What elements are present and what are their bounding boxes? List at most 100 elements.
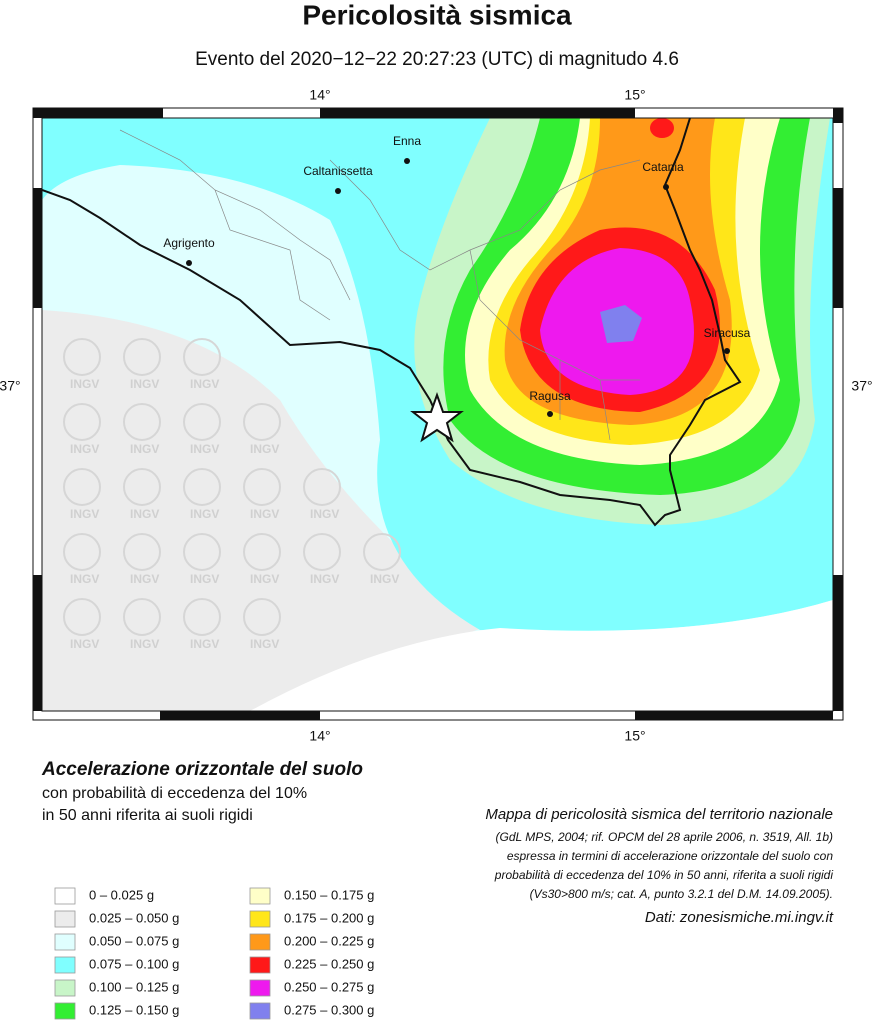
- watermark: INGV: [190, 637, 219, 651]
- watermark: INGV: [370, 572, 399, 586]
- coastline: [42, 118, 742, 527]
- watermark: INGV: [70, 507, 99, 521]
- legend-label: 0.200 – 0.225 g: [284, 933, 374, 948]
- title: Pericolosità sismica: [302, 0, 572, 30]
- watermark: INGV: [130, 442, 159, 456]
- legend-label: 0.025 – 0.050 g: [89, 910, 179, 925]
- watermark-logo: [63, 403, 101, 441]
- legend-swatch: [249, 979, 271, 997]
- city-dot: [547, 411, 553, 417]
- notes-line: espressa in termini di accelerazione ori…: [507, 849, 834, 863]
- legend-subtitle: in 50 anni riferita ai suoli rigidi: [42, 807, 253, 824]
- watermark-logo: [363, 533, 401, 571]
- legend-swatch: [54, 910, 76, 928]
- legend-title: Accelerazione orizzontale del suolo: [41, 759, 363, 780]
- lon-label: 15°: [624, 87, 645, 103]
- legend-swatch: [249, 1002, 271, 1020]
- frame-bar: [833, 188, 843, 308]
- notes-line: probabilità di eccedenza del 10% in 50 a…: [494, 868, 834, 882]
- legend-swatch: [249, 933, 271, 951]
- watermark-logo: [243, 468, 281, 506]
- legend-label: 0.175 – 0.200 g: [284, 910, 374, 925]
- watermark: INGV: [70, 572, 99, 586]
- watermark: INGV: [130, 637, 159, 651]
- legend-swatch: [54, 979, 76, 997]
- lat-label: 37°: [851, 378, 872, 394]
- legend-subtitle: con probabilità di eccedenza del 10%: [42, 785, 307, 802]
- watermark: INGV: [70, 377, 99, 391]
- city-dot: [724, 348, 730, 354]
- watermark-logo: [183, 338, 221, 376]
- lat-label: 37°: [0, 378, 21, 394]
- map: INGV INGV INGV INGV INGV INGV INGV INGV INGV INGV…: [42, 118, 833, 711]
- frame-bar: [833, 108, 843, 123]
- city-dot: [663, 184, 669, 190]
- legend-swatch: [54, 1002, 76, 1020]
- hazard-zone: [600, 305, 642, 343]
- legend-swatch: [249, 910, 271, 928]
- legend-label: 0.225 – 0.250 g: [284, 956, 374, 971]
- watermark-logo: [63, 468, 101, 506]
- watermark-logo: [63, 598, 101, 636]
- watermark: INGV: [130, 377, 159, 391]
- watermark-logo: [123, 468, 161, 506]
- watermark-logo: [123, 403, 161, 441]
- frame-bar: [160, 711, 320, 720]
- watermark: INGV: [310, 572, 339, 586]
- watermark-logo: [243, 533, 281, 571]
- frame-bar: [320, 108, 635, 118]
- legend-swatch: [54, 887, 76, 905]
- lon-label: 14°: [309, 728, 330, 744]
- watermark-logo: [123, 338, 161, 376]
- watermark-logo: [303, 468, 341, 506]
- watermark-logo: [183, 598, 221, 636]
- lon-label: 14°: [309, 87, 330, 103]
- notes-line: (Vs30>800 m/s; cat. A, punto 3.2.1 del D…: [530, 887, 833, 901]
- watermark-logo: [243, 598, 281, 636]
- legend-label: 0.050 – 0.075 g: [89, 933, 179, 948]
- frame-bar: [833, 575, 843, 711]
- subtitle: Evento del 2020−12−22 20:27:23 (UTC) di …: [195, 49, 679, 70]
- watermark: INGV: [190, 377, 219, 391]
- watermark: INGV: [190, 507, 219, 521]
- watermark: INGV: [70, 442, 99, 456]
- legend-label: 0.275 – 0.300 g: [284, 1002, 374, 1017]
- frame-bar: [635, 711, 833, 720]
- hazard-zone: [42, 310, 490, 711]
- watermark: INGV: [70, 637, 99, 651]
- epicenter-star: [410, 391, 464, 443]
- city-label: Catania: [642, 160, 684, 174]
- lon-label: 15°: [624, 728, 645, 744]
- province-border: [119, 129, 641, 441]
- frame-bar: [33, 108, 163, 118]
- watermark-logo: [63, 533, 101, 571]
- hazard-zone: [250, 600, 833, 711]
- notes-source: Dati: zonesismiche.mi.ingv.it: [645, 909, 834, 926]
- legend-label: 0.075 – 0.100 g: [89, 956, 179, 971]
- watermark-logo: [303, 533, 341, 571]
- watermark-logo: [183, 533, 221, 571]
- watermark: INGV: [310, 507, 339, 521]
- city-label: Ragusa: [529, 389, 571, 403]
- watermark-logo: [183, 468, 221, 506]
- legend-label: 0.125 – 0.150 g: [89, 1002, 179, 1017]
- watermark: INGV: [190, 442, 219, 456]
- city-label: Siracusa: [704, 326, 751, 340]
- notes-title: Mappa di pericolosità sismica del territ…: [485, 806, 833, 823]
- hazard-zone: [650, 118, 674, 138]
- notes-line: (GdL MPS, 2004; rif. OPCM del 28 aprile …: [495, 830, 833, 844]
- watermark-logo: [123, 598, 161, 636]
- watermark: INGV: [130, 507, 159, 521]
- city-dot: [335, 188, 341, 194]
- watermark: INGV: [250, 637, 279, 651]
- watermark-logo: [63, 338, 101, 376]
- city-label: Caltanissetta: [303, 164, 373, 178]
- legend-swatch: [249, 887, 271, 905]
- legend-swatch: [54, 933, 76, 951]
- frame-bar: [33, 575, 42, 711]
- legend-label: 0.150 – 0.175 g: [284, 887, 374, 902]
- watermark: INGV: [190, 572, 219, 586]
- city-dot: [186, 260, 192, 266]
- watermark: INGV: [130, 572, 159, 586]
